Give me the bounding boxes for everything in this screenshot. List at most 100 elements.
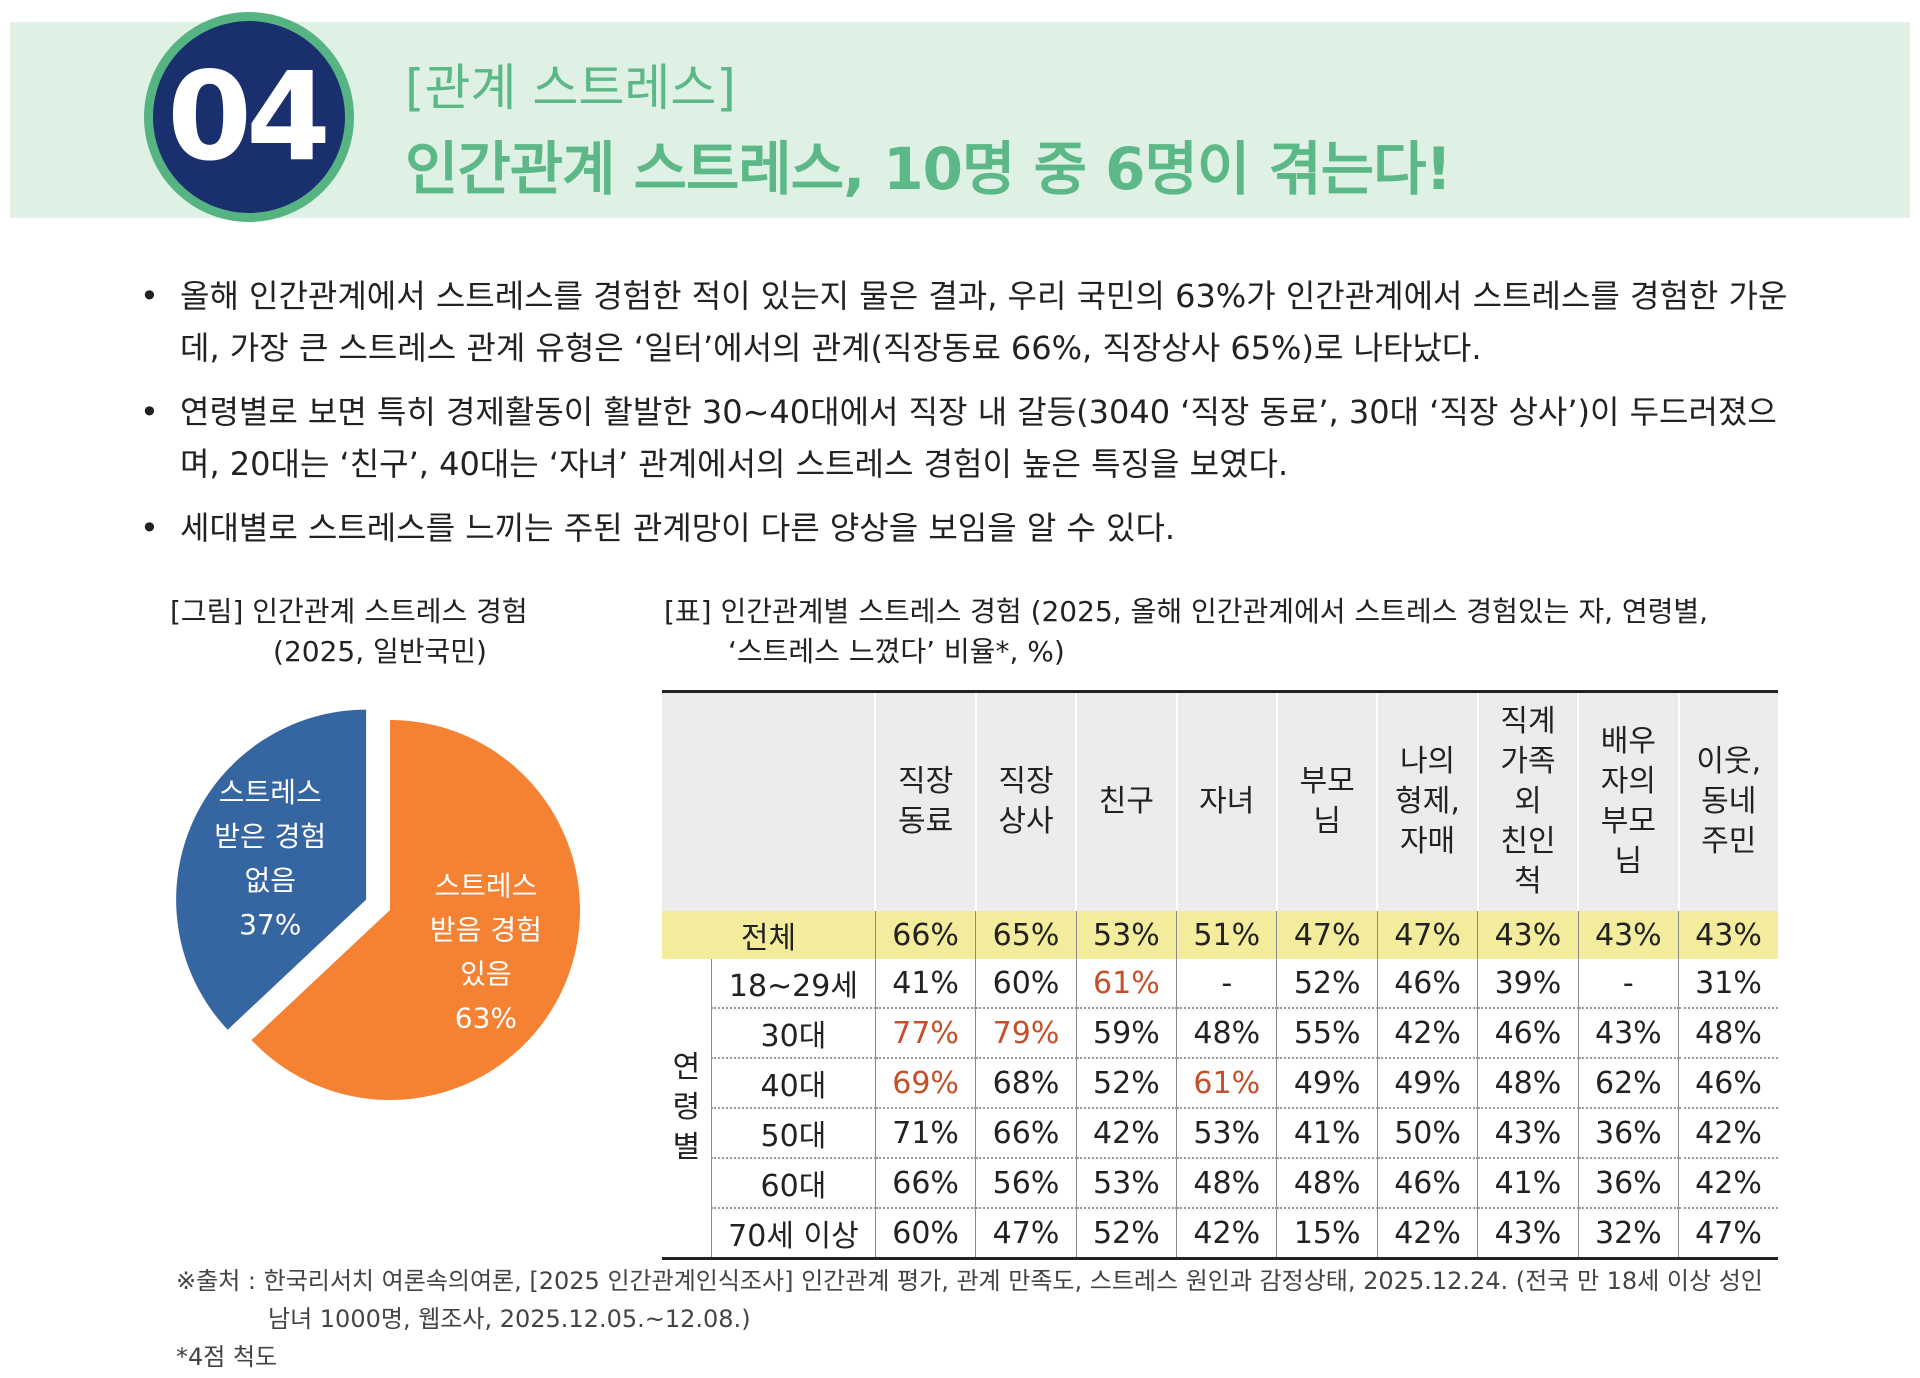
table-cell: 48% (1678, 1008, 1778, 1059)
table-cell: 41% (1477, 1158, 1579, 1209)
column-header-line: 배우 (1600, 724, 1656, 759)
bullet-text: 세대별로 스트레스를 느끼는 주된 관계망이 다른 양상을 보임을 알 수 있다… (180, 509, 1176, 547)
table-cell: 66% (874, 911, 976, 959)
column-header-line: 부모 (1600, 804, 1656, 839)
column-header: 자녀 (1175, 691, 1277, 911)
pie-caption-line1: [그림] 인간관계 스트레스 경험 (170, 595, 528, 628)
table-cell: 43% (1477, 911, 1579, 959)
table-row: 30대 77% 79% 59% 48% 55% 42% 46% 43% 48% (662, 1008, 1778, 1059)
pie-slice-label: 받음 경험 (430, 914, 542, 947)
table-cell: 50% (1376, 1108, 1478, 1159)
column-header-line: 형제, (1395, 784, 1460, 819)
table-header-row: 직장 동료 직장 상사 친구 자녀 부모 님 나의 형제, 자매 직계 가족 외 친인 척 배우 자의 부모 님 이웃,… (662, 691, 1778, 911)
column-header-line: 친구 (1098, 784, 1154, 819)
table-cell: 77% (874, 1008, 976, 1059)
pie-slice (251, 720, 580, 1100)
column-header-line: 외 (1514, 784, 1542, 819)
table-cell: 43% (1577, 911, 1679, 959)
table-cell: 43% (1678, 911, 1778, 959)
column-header-line: 나의 (1399, 744, 1456, 779)
table-cell: 49% (1276, 1058, 1378, 1109)
table-row-total: 전체 66% 65% 53% 51% 47% 47% 43% 43% 43% (662, 911, 1778, 959)
source-note: ※출처 : 한국리서치 여론속의여론, [2025 인간관계인식조사] 인간관계… (176, 1262, 1776, 1376)
table-cell: 53% (1075, 911, 1177, 959)
bullet-text: 올해 인간관계에서 스트레스를 경험한 적이 있는지 물은 결과, 우리 국민의… (180, 277, 1788, 367)
column-header-line: 상사 (998, 804, 1054, 839)
column-header-line: 이웃, (1696, 744, 1762, 779)
group-label-char: 령 (672, 1090, 701, 1125)
table-cell: 68% (975, 1058, 1077, 1109)
table-cell: 62% (1577, 1058, 1679, 1109)
source-line1: ※출처 : 한국리서치 여론속의여론, [2025 인간관계인식조사] 인간관계… (176, 1267, 1763, 1295)
stress-table: 직장 동료 직장 상사 친구 자녀 부모 님 나의 형제, 자매 직계 가족 외 친인 척 배우 자의 부모 님 이웃,… (662, 690, 1778, 1260)
bullet-dot: • (140, 277, 159, 315)
table-row: 연 령 별 18~29세 41% 60% 61% -52% 46% 39% -31% (662, 959, 1778, 1260)
table-cell: 46% (1376, 959, 1478, 1009)
table-cell: 46% (1376, 1158, 1478, 1209)
table-cell: 41% (874, 959, 976, 1009)
section-subtitle: [관계 스트레스] (405, 59, 736, 117)
table-cell: 52% (1276, 959, 1378, 1009)
bullet-dot: • (140, 393, 159, 431)
table-cell: 46% (1678, 1058, 1778, 1109)
table-cell: 71% (874, 1108, 976, 1159)
pie-slice-label: 있음 (460, 958, 512, 991)
bullet-item: • 연령별로 보면 특히 경제활동이 활발한 30~40대에서 직장 내 갈등(… (140, 386, 1800, 490)
table-cell: 42% (1376, 1208, 1478, 1260)
table-cell: 47% (1376, 911, 1478, 959)
table-row: 50대 71% 66% 42% 53% 41% 50% 43% 36% 42% (662, 1108, 1778, 1159)
column-header: 친구 (1075, 691, 1177, 911)
column-header-line: 자의 (1600, 764, 1656, 799)
column-header-line: 친인 (1500, 824, 1556, 859)
column-header-line: 직장 (898, 764, 954, 799)
pie-slice-label: 없음 (244, 864, 296, 897)
table-cell: 42% (1376, 1008, 1478, 1059)
table-cell: 66% (874, 1158, 976, 1209)
table-cell: 41% (1276, 1108, 1378, 1159)
table-cell: 46% (1477, 1008, 1579, 1059)
table-cell: 48% (1176, 1158, 1277, 1209)
section-number-badge: 04 (144, 12, 354, 222)
table-cell: 55% (1276, 1008, 1378, 1059)
bullet-item: • 올해 인간관계에서 스트레스를 경험한 적이 있는지 물은 결과, 우리 국… (140, 270, 1800, 374)
table-cell: 36% (1577, 1108, 1679, 1159)
bullet-text: 연령별로 보면 특히 경제활동이 활발한 30~40대에서 직장 내 갈등(30… (180, 393, 1777, 483)
table-cell: 42% (1075, 1108, 1177, 1159)
table-cell: 52% (1075, 1208, 1177, 1260)
column-header-line: 가족 (1500, 744, 1556, 779)
table-cell: - (1176, 959, 1277, 1009)
source-line2: 남녀 1000명, 웹조사, 2025.12.05.~12.08.) (268, 1305, 751, 1333)
table-cell: 48% (1477, 1058, 1579, 1109)
scale-note: *4점 척도 (176, 1343, 278, 1371)
column-header: 직장 상사 (974, 691, 1077, 911)
column-header-line: 자녀 (1199, 784, 1255, 819)
table-cell: 47% (975, 1208, 1077, 1260)
table-cell: 52% (1075, 1058, 1177, 1109)
table-cell: 51% (1176, 911, 1277, 959)
table-cell: 60% (975, 959, 1077, 1009)
pie-slice-label: 받은 경험 (214, 820, 326, 853)
table-cell: 36% (1577, 1158, 1679, 1209)
column-header-line: 척 (1514, 864, 1542, 899)
table-cell: 31% (1678, 959, 1778, 1009)
table-cell: 48% (1176, 1008, 1277, 1059)
table-cell: 39% (1477, 959, 1579, 1009)
pie-caption: [그림] 인간관계 스트레스 경험 (2025, 일반국민) (170, 592, 590, 672)
table-cell: 32% (1577, 1208, 1679, 1260)
table-row: 40대 69% 68% 52% 61% 49% 49% 48% 62% 46% (662, 1058, 1778, 1109)
table-caption-line2: ‘스트레스 느꼈다’ 비율*, %) (728, 635, 1065, 668)
table-cell: 43% (1577, 1008, 1679, 1059)
table-caption-line1: [표] 인간관계별 스트레스 경험 (2025, 올해 인간관계에서 스트레스 … (664, 595, 1709, 628)
table-cell: 53% (1075, 1158, 1177, 1209)
table-row: 60대 66% 56% 53% 48% 48% 46% 41% 36% 42% (662, 1158, 1778, 1209)
column-header: 이웃, 동네 주민 (1677, 691, 1778, 911)
row-label: 60대 (710, 1158, 876, 1209)
table-cell: 60% (874, 1208, 976, 1260)
table-cell: 42% (1678, 1108, 1778, 1159)
column-header-line: 직계 (1500, 704, 1556, 739)
header-corner (662, 691, 876, 911)
row-label: 70세 이상 (710, 1208, 876, 1260)
table-cell: 61% (1176, 1058, 1277, 1109)
